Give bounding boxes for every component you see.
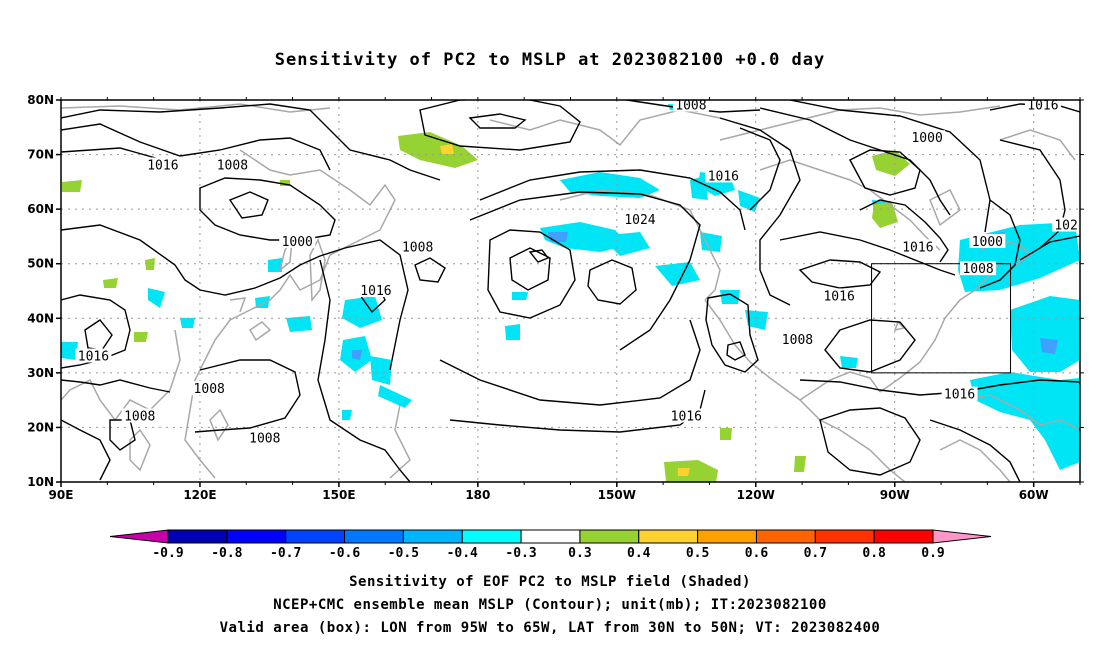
lat-tick-label: 80N (27, 93, 54, 107)
colorbar-label: 0.9 (921, 546, 944, 561)
lon-tick-label: 120E (183, 488, 216, 502)
contour-label: 1016 (823, 289, 854, 304)
colorbar-label: -0.5 (388, 546, 419, 561)
contour-label: 1016 (360, 284, 391, 299)
colorbar-segment (226, 529, 287, 544)
contour-label: 1016 (671, 410, 702, 425)
contour-label: 1008 (402, 240, 433, 255)
colorbar-segment (697, 529, 757, 544)
colorbar-segment (344, 529, 404, 544)
lat-tick-label: 30N (27, 366, 54, 380)
contour-label: 1000 (972, 235, 1003, 250)
colorbar-label: 0.5 (686, 546, 709, 561)
longitude-axis: 90E 120E 150E 180 150W 120W 90W 60W (49, 97, 1081, 502)
contour-labels: 1008 1016 1000 1016 1008 1016 1024 1000 1008 1016… (75, 97, 1081, 446)
lat-tick-label: 10N (27, 475, 54, 489)
valid-area-box (871, 263, 1012, 374)
colorbar-segment (638, 529, 699, 544)
contour-label: 1008 (194, 382, 225, 397)
colorbar-label: -0.7 (270, 546, 301, 561)
lon-tick-label: 180 (465, 488, 490, 502)
contour-label: 1008 (675, 98, 706, 113)
colorbar-label: -0.4 (447, 546, 478, 561)
caption-line-1: Sensitivity of EOF PC2 to MSLP field (Sh… (349, 574, 751, 590)
colorbar-label: 0.6 (745, 546, 769, 561)
lat-tick-label: 60N (27, 202, 54, 216)
colorbar-segment (814, 529, 875, 544)
colorbar-label: -0.9 (152, 546, 183, 561)
colorbar-segment (285, 529, 346, 544)
lat-tick-label: 70N (27, 148, 54, 162)
contour-label: 1016 (78, 349, 109, 364)
lon-tick-label: 90W (880, 488, 910, 502)
colorbar-segment (402, 529, 463, 544)
contour-label: 1008 (217, 158, 248, 173)
contour-label: 1016 (147, 158, 178, 173)
lon-tick-label: 150W (598, 488, 636, 502)
contour-label: 1000 (282, 235, 313, 250)
contour-label: 1008 (962, 262, 993, 277)
caption-line-2: NCEP+CMC ensemble mean MSLP (Contour); u… (273, 597, 827, 613)
contour-label: 1008 (249, 431, 280, 446)
colorbar-label: 0.7 (804, 546, 827, 561)
contour-label: 1000 (911, 131, 942, 146)
chart-title: Sensitivity of PC2 to MSLP at 2023082100… (274, 50, 826, 70)
lat-tick-label: 50N (27, 257, 54, 271)
colorbar-low-triangle (109, 529, 169, 544)
graticule (61, 100, 1080, 482)
coastlines (61, 103, 1080, 482)
colorbar-segment (579, 529, 640, 544)
colorbar: -0.9 -0.8 -0.7 -0.6 -0.5 -0.4 -0.3 0.3 0.4 0.5 0.6… (109, 529, 992, 561)
contour-label: 1024 (624, 213, 655, 228)
colorbar-segment (520, 529, 581, 544)
contour-label: 1016 (1027, 98, 1058, 113)
lat-tick-label: 20N (27, 420, 54, 434)
colorbar-segment (167, 529, 228, 544)
colorbar-label: 0.3 (568, 546, 591, 561)
map-frame (60, 99, 1081, 483)
contour-label: 1016 (944, 388, 975, 403)
colorbar-label: 0.4 (627, 546, 651, 561)
colorbar-high-triangle (932, 529, 992, 544)
colorbar-segment (873, 529, 934, 544)
colorbar-label: 0.8 (862, 546, 886, 561)
lon-tick-label: 150E (322, 488, 355, 502)
lon-tick-label: 60W (1019, 488, 1049, 502)
contour-label: 1008 (124, 410, 155, 425)
lat-tick-label: 40N (27, 311, 54, 325)
colorbar-label: -0.8 (211, 546, 242, 561)
lon-tick-label: 90E (49, 488, 74, 502)
contour-label: 1016 (708, 169, 739, 184)
caption-line-3: Valid area (box): LON from 95W to 65W, L… (219, 620, 881, 636)
contour-label: 1008 (782, 333, 813, 348)
colorbar-label: -0.3 (505, 546, 536, 561)
colorbar-segment (461, 529, 522, 544)
latitude-axis: 80N 70N 60N 50N 40N 30N 20N 10N (27, 93, 1084, 489)
contour-label: 1016 (902, 240, 933, 255)
mslp-contours (61, 100, 1080, 482)
colorbar-segment (755, 529, 816, 544)
colorbar-label: -0.6 (329, 546, 360, 561)
contour-label: 102 (1054, 219, 1077, 234)
lon-tick-label: 120W (737, 488, 775, 502)
